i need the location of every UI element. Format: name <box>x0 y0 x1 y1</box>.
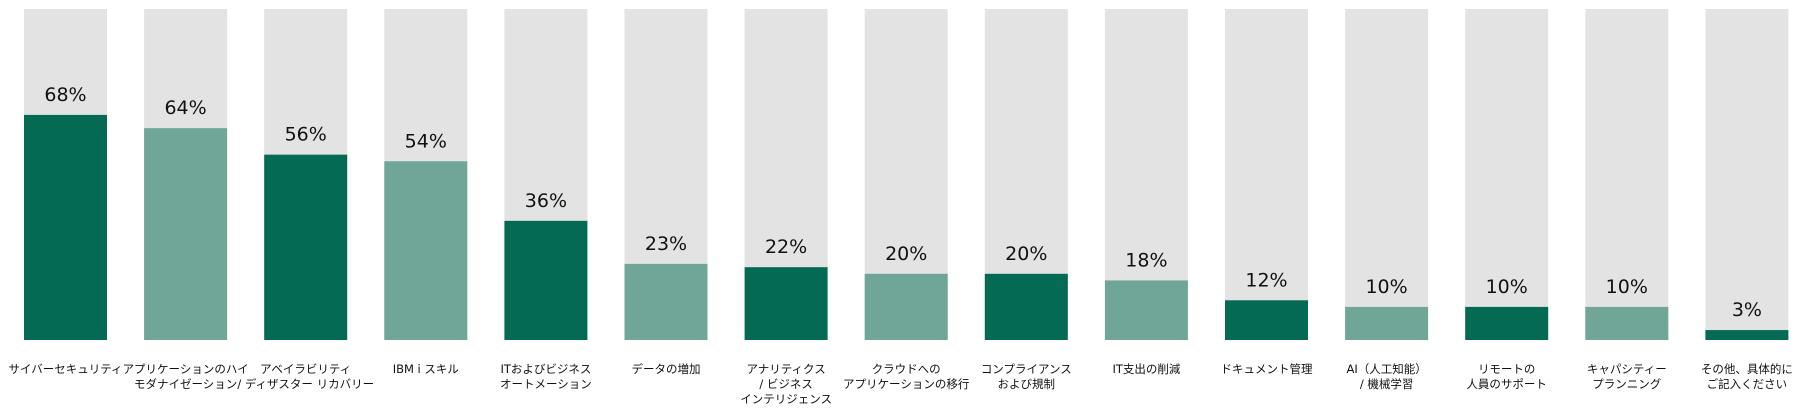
category-label-line: アプリケーションの移行 <box>843 377 969 391</box>
value-label: 18% <box>1125 249 1167 271</box>
bar-group: 10% リモートの人員のサポート <box>1465 9 1549 391</box>
category-label-line: アプリケーションのハイ <box>123 362 249 376</box>
bar <box>984 273 1068 340</box>
bar <box>144 128 228 340</box>
category-label: ITおよびビジネスオートメーション <box>500 362 592 391</box>
bar <box>24 114 107 340</box>
bar <box>744 267 828 340</box>
bar-group: 18% IT支出の削減 <box>1104 9 1188 376</box>
category-label: データの増加 <box>632 362 701 376</box>
category-label: アベイラビリティ/ ディザスター リカバリー <box>237 362 374 391</box>
category-label: AI（人工知能）/ 機械学習 <box>1346 362 1426 391</box>
category-label-line: インテリジェンス <box>740 392 832 406</box>
bar-group: 10% AI（人工知能）/ 機械学習 <box>1345 9 1429 391</box>
value-label: 22% <box>765 236 807 258</box>
category-label-line: AI（人工知能） <box>1346 362 1426 376</box>
bar <box>864 273 948 340</box>
bar-group: 3% その他、具体的にご記入ください <box>1701 9 1793 391</box>
value-label: 20% <box>1005 243 1047 265</box>
category-label-line: 人員のサポート <box>1466 377 1547 391</box>
category-label-line: アナリティクス <box>746 362 825 376</box>
bar-track <box>1705 9 1789 340</box>
category-label-line: ご記入ください <box>1707 377 1788 391</box>
category-label-line: サイバーセキュリティ <box>8 362 122 376</box>
category-label-line: / 機械学習 <box>1360 377 1414 391</box>
value-label: 54% <box>405 130 447 152</box>
category-label-line: その他、具体的に <box>1701 362 1793 376</box>
category-label-line: IT支出の削減 <box>1112 362 1180 376</box>
category-label: リモートの人員のサポート <box>1466 362 1547 391</box>
bar <box>1104 280 1188 340</box>
value-label: 10% <box>1365 276 1407 298</box>
bar <box>624 263 708 340</box>
bar-group: 20% コンプライアンスおよび規制 <box>981 9 1072 391</box>
value-label: 56% <box>285 124 327 146</box>
bar-group: 10% キャパシティープランニング <box>1585 9 1669 391</box>
category-label: サイバーセキュリティ <box>8 362 122 376</box>
bar-group: 22% アナリティクス/ ビジネスインテリジェンス <box>740 9 832 406</box>
value-label: 3% <box>1732 299 1762 321</box>
category-label: キャパシティープランニング <box>1587 362 1667 391</box>
bar <box>1465 306 1549 340</box>
value-label: 64% <box>164 97 206 119</box>
bar <box>504 220 588 340</box>
bar-group: 36% ITおよびビジネスオートメーション <box>500 9 592 391</box>
bar-group: 56% アベイラビリティ/ ディザスター リカバリー <box>237 9 374 391</box>
bar <box>264 154 348 340</box>
bar-track <box>1345 9 1429 340</box>
category-label-line: アベイラビリティ <box>260 362 351 376</box>
bar-group: 20% クラウドへのアプリケーションの移行 <box>843 9 969 391</box>
category-label-line: ドキュメント管理 <box>1221 362 1313 376</box>
bar <box>1705 330 1789 340</box>
category-label-line: プランニング <box>1592 377 1661 391</box>
value-label: 23% <box>645 233 687 255</box>
bar-track <box>1225 9 1308 340</box>
category-label-line: データの増加 <box>632 362 701 376</box>
value-label: 36% <box>525 190 567 212</box>
bar <box>1225 300 1308 340</box>
value-label: 10% <box>1486 276 1528 298</box>
category-label-line: / ビジネス <box>759 377 813 391</box>
bar <box>1585 306 1669 340</box>
bar-group: 54% IBM i スキル <box>384 9 468 376</box>
category-label-line: ITおよびビジネス <box>500 362 591 376</box>
category-label-line: オートメーション <box>500 377 592 391</box>
category-label: ドキュメント管理 <box>1221 362 1313 376</box>
category-label: IBM i スキル <box>393 362 459 376</box>
bar-group: 23% データの増加 <box>624 9 708 376</box>
category-label-line: クラウドへの <box>872 362 941 376</box>
value-label: 68% <box>44 84 86 106</box>
bar-group: 12% ドキュメント管理 <box>1221 9 1313 376</box>
category-label: クラウドへのアプリケーションの移行 <box>843 362 969 391</box>
value-label: 20% <box>885 243 927 265</box>
bar-track <box>1585 9 1669 340</box>
category-label-line: コンプライアンス <box>981 362 1072 376</box>
category-label-line: IBM i スキル <box>393 362 459 376</box>
bar-group: 68% サイバーセキュリティ <box>8 9 123 376</box>
category-label: IT支出の削減 <box>1112 362 1180 376</box>
category-label-line: リモートの <box>1478 362 1536 376</box>
bar-group: 64% アプリケーションのハイモダナイゼーション <box>123 9 249 391</box>
category-label: コンプライアンスおよび規制 <box>981 362 1072 391</box>
bar <box>1345 306 1429 340</box>
category-label: アプリケーションのハイモダナイゼーション <box>123 362 249 391</box>
category-label: アナリティクス/ ビジネスインテリジェンス <box>740 362 832 406</box>
category-label-line: キャパシティー <box>1587 362 1667 376</box>
category-label: その他、具体的にご記入ください <box>1701 362 1793 391</box>
bar-track <box>1465 9 1549 340</box>
bar <box>384 161 468 340</box>
value-label: 10% <box>1606 276 1648 298</box>
category-label-line: モダナイゼーション <box>134 377 237 391</box>
category-label-line: および規制 <box>998 377 1056 391</box>
value-label: 12% <box>1245 269 1287 291</box>
category-label-line: / ディザスター リカバリー <box>237 377 374 391</box>
